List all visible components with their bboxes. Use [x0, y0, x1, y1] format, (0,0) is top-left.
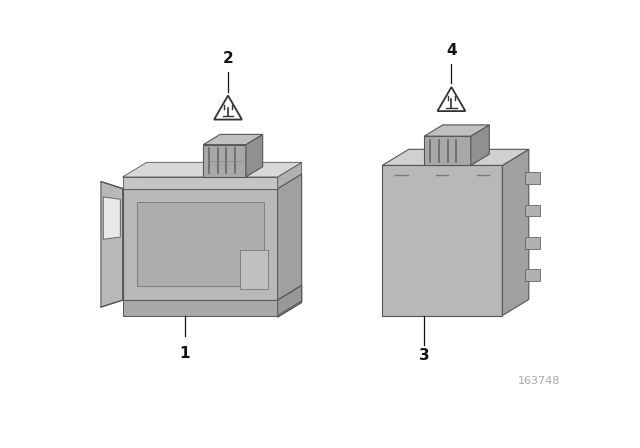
Polygon shape	[278, 162, 301, 189]
Text: 4: 4	[446, 43, 457, 58]
Polygon shape	[241, 250, 268, 289]
Polygon shape	[382, 149, 529, 165]
Polygon shape	[123, 174, 301, 189]
Polygon shape	[382, 165, 502, 315]
Text: 2: 2	[223, 52, 234, 66]
Polygon shape	[204, 134, 262, 145]
Polygon shape	[278, 285, 301, 317]
Polygon shape	[278, 174, 301, 300]
Polygon shape	[424, 125, 490, 136]
Text: 3: 3	[419, 348, 429, 363]
Polygon shape	[278, 285, 301, 315]
Polygon shape	[123, 177, 278, 189]
Polygon shape	[123, 300, 278, 315]
Polygon shape	[502, 149, 529, 315]
Polygon shape	[525, 205, 540, 216]
Polygon shape	[123, 162, 301, 177]
Text: 163748: 163748	[518, 376, 561, 386]
Polygon shape	[471, 125, 490, 165]
Text: 1: 1	[179, 345, 190, 361]
Polygon shape	[424, 136, 471, 165]
Polygon shape	[123, 189, 278, 300]
Polygon shape	[214, 95, 242, 120]
Polygon shape	[103, 197, 120, 239]
Polygon shape	[136, 202, 264, 286]
Polygon shape	[204, 145, 246, 177]
Polygon shape	[438, 87, 465, 111]
Polygon shape	[525, 172, 540, 184]
Polygon shape	[525, 237, 540, 249]
Polygon shape	[246, 134, 262, 177]
Polygon shape	[278, 285, 301, 317]
Polygon shape	[101, 181, 123, 307]
Polygon shape	[525, 269, 540, 281]
